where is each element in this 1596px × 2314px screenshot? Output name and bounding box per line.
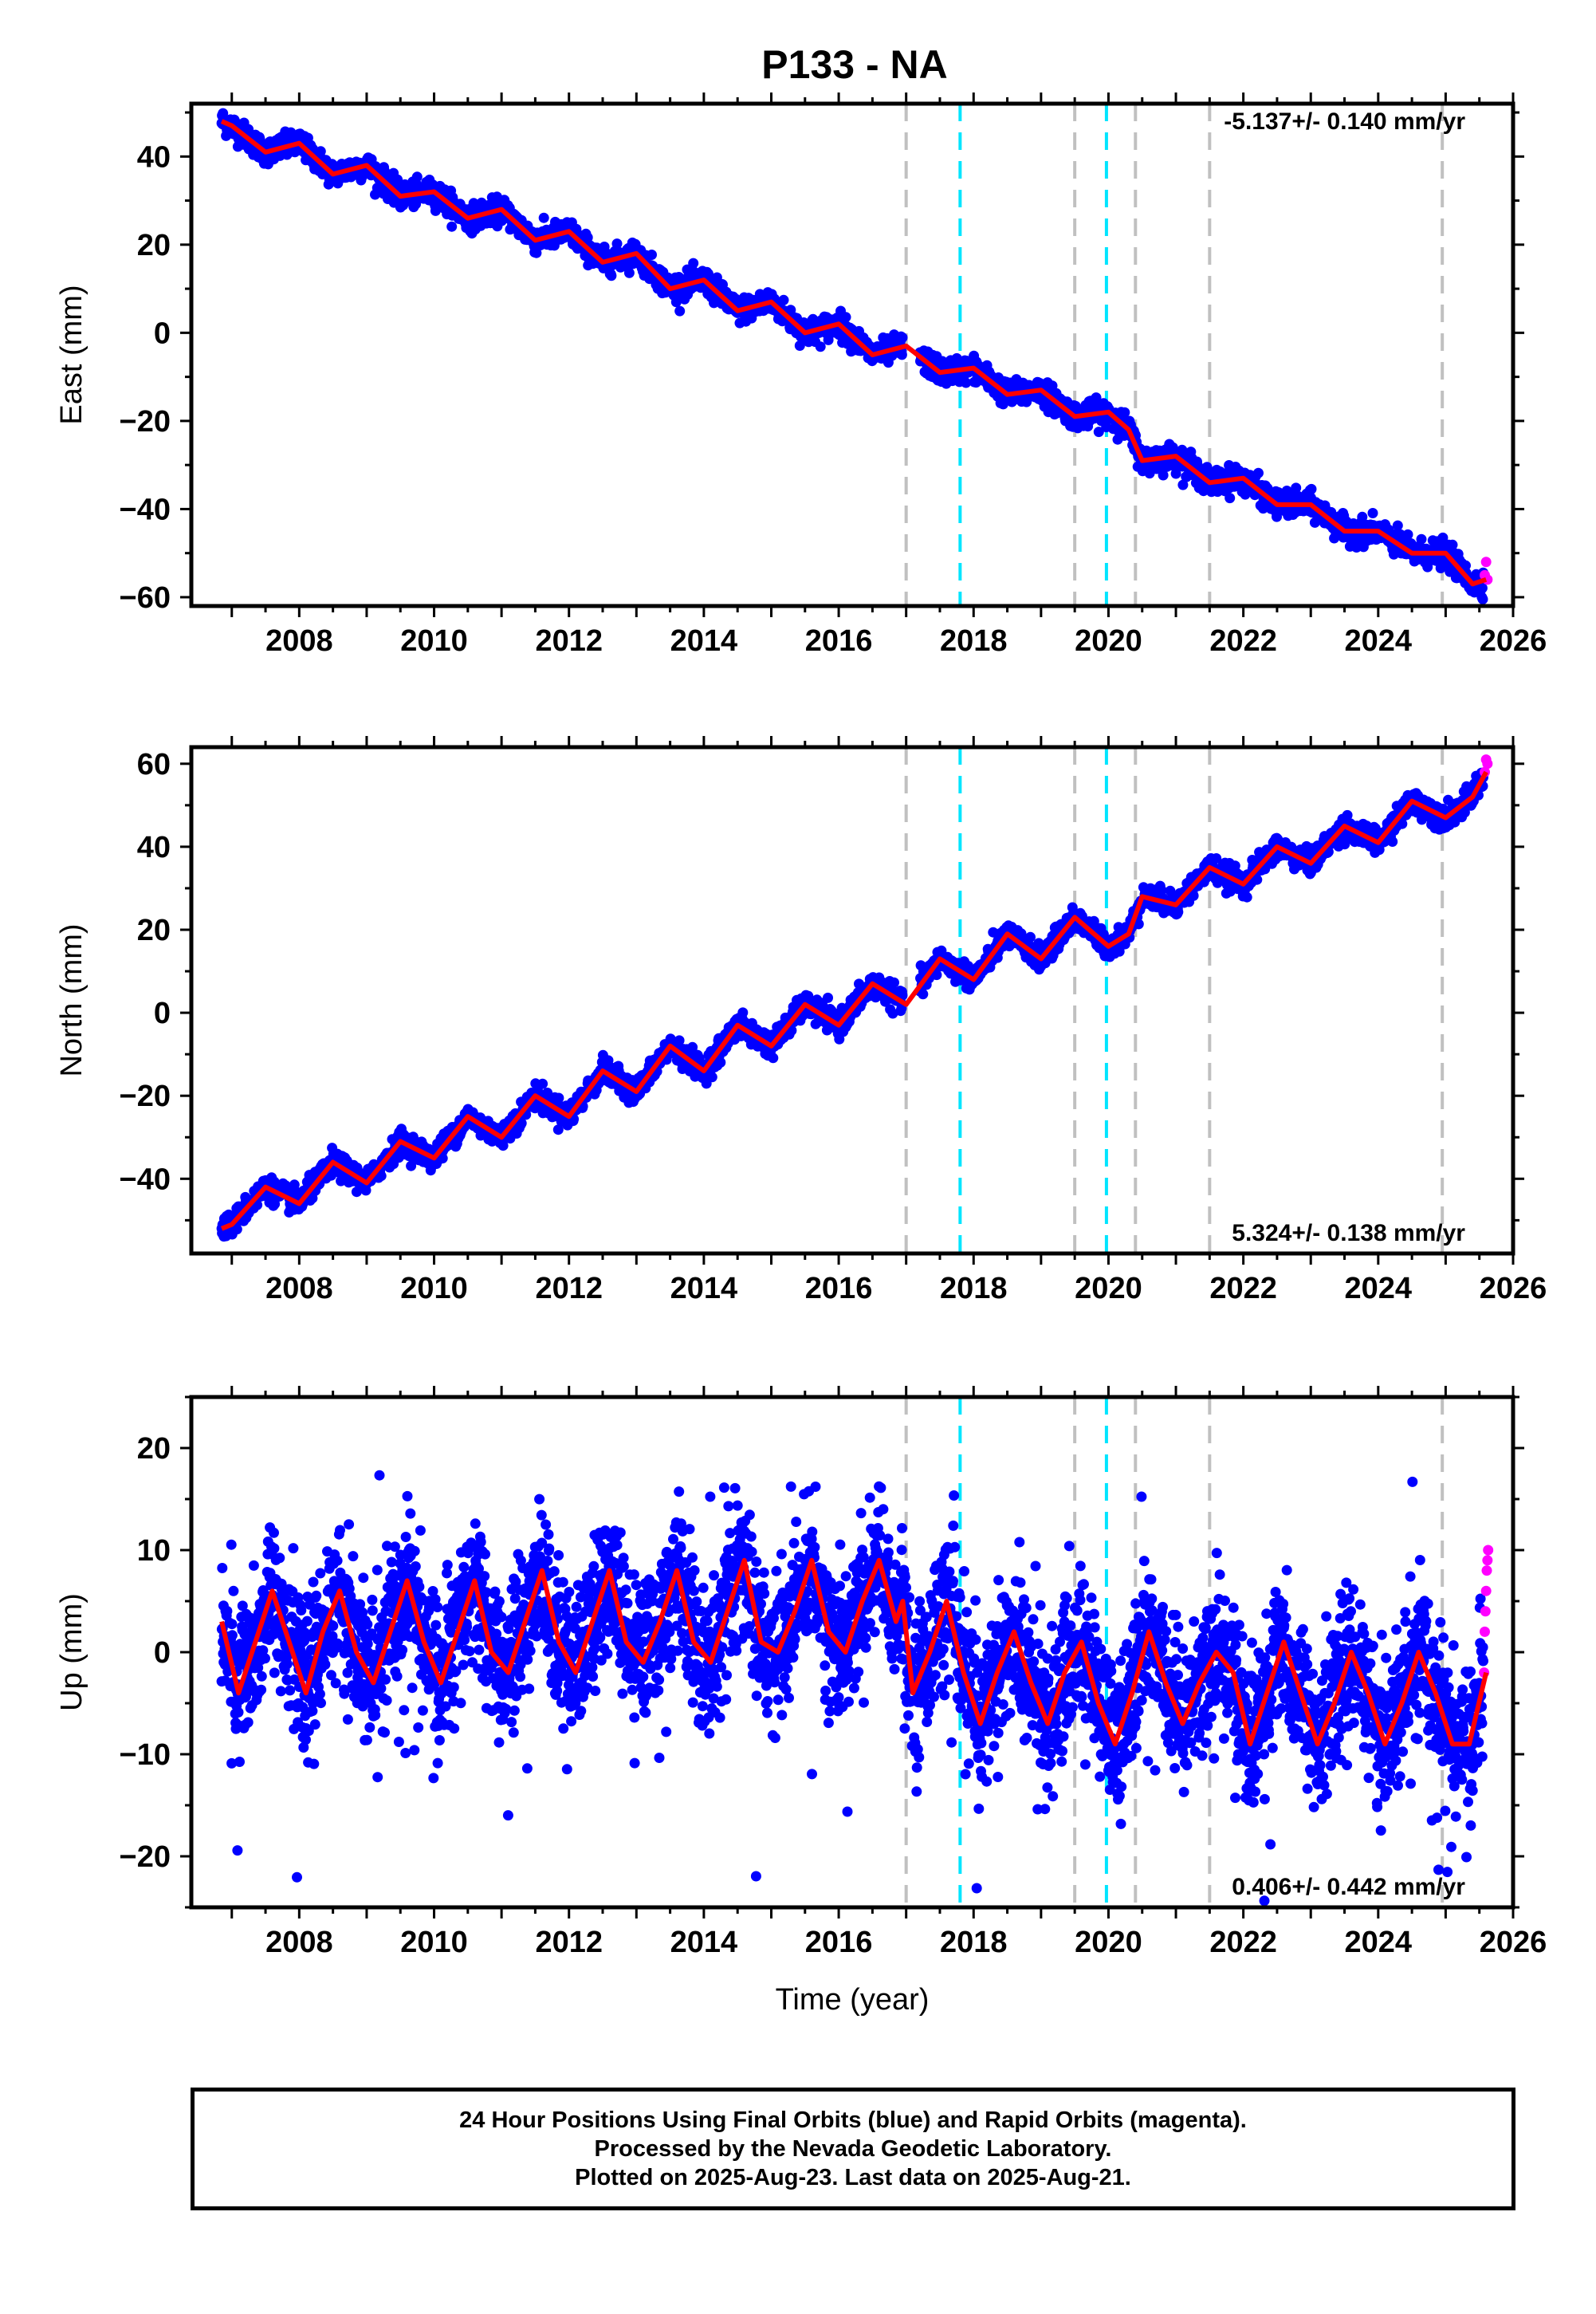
data-point xyxy=(823,992,833,1003)
x-tick-label: 2016 xyxy=(805,624,873,658)
data-point xyxy=(1047,380,1058,392)
data-point xyxy=(553,1092,564,1104)
data-point xyxy=(1093,427,1104,438)
panels-group: 2008 2010 2012 2014 2016 2018 2020 2022 2024 2026… xyxy=(55,92,1547,2017)
panel-north: 2008 2010 2012 2014 2016 2018 2020 2022 2024 2026… xyxy=(55,736,1547,1305)
x-tick-label: 2014 xyxy=(670,624,738,658)
final-orbit-points xyxy=(216,108,1488,604)
y-tick-label: −60 xyxy=(120,581,171,615)
figure-title: P133 - NA xyxy=(761,42,947,87)
data-point xyxy=(715,1057,726,1068)
data-point xyxy=(437,1153,448,1164)
data-point xyxy=(1306,483,1317,494)
y-tick-label: 0 xyxy=(154,317,171,350)
data-point xyxy=(497,1140,509,1151)
data-point xyxy=(897,332,908,343)
y-tick-label: −20 xyxy=(120,405,171,439)
data-point xyxy=(815,341,826,352)
data-point xyxy=(611,238,623,250)
data-point xyxy=(896,349,907,360)
model-fit-line xyxy=(220,119,1488,587)
data-point xyxy=(315,146,326,157)
x-tick-label: 2008 xyxy=(265,624,333,658)
data-point xyxy=(889,977,899,988)
data-point xyxy=(1402,529,1413,540)
y-tick-label: 20 xyxy=(137,229,171,262)
data-point xyxy=(231,1224,242,1235)
data-point xyxy=(411,199,422,210)
data-point xyxy=(1367,508,1378,518)
data-point xyxy=(768,1053,779,1064)
data-point xyxy=(538,212,549,223)
x-tick-label: 2018 xyxy=(940,624,1008,658)
data-point xyxy=(1476,583,1488,593)
x-tick-label: 2026 xyxy=(1480,624,1547,658)
x-tick-label: 2020 xyxy=(1075,624,1142,658)
y-axis-label: East (mm) xyxy=(55,285,88,424)
data-point xyxy=(794,340,805,351)
data-point xyxy=(1119,407,1130,418)
rapid-orbit-point xyxy=(1480,557,1492,568)
panel-east: 2008 2010 2012 2014 2016 2018 2020 2022 2024 2026… xyxy=(55,92,1547,658)
data-point xyxy=(706,1072,717,1083)
data-point xyxy=(537,1078,548,1089)
data-point xyxy=(1225,493,1236,504)
y-tick-label: 40 xyxy=(137,140,171,174)
data-point xyxy=(552,1124,564,1135)
x-tick-label: 2024 xyxy=(1345,624,1413,658)
data-point xyxy=(375,1171,387,1182)
data-point xyxy=(1253,467,1264,478)
plot-frame xyxy=(189,101,1515,608)
data-point xyxy=(1025,931,1036,943)
data-point xyxy=(737,1007,749,1018)
data-point xyxy=(647,250,657,260)
data-point xyxy=(1416,533,1427,545)
data-point xyxy=(1177,479,1189,490)
data-point xyxy=(446,221,458,232)
x-tick-label: 2010 xyxy=(400,624,468,658)
data-point xyxy=(1158,470,1169,481)
data-point xyxy=(582,232,593,243)
data-point xyxy=(531,247,542,258)
data-point xyxy=(623,267,635,278)
data-point xyxy=(1392,520,1403,531)
data-point xyxy=(1477,594,1488,604)
x-tick-label: 2012 xyxy=(535,624,603,658)
data-point xyxy=(961,377,972,388)
data-point xyxy=(516,1118,527,1129)
x-tick-label: 2022 xyxy=(1209,624,1277,658)
data-point xyxy=(606,270,617,281)
velocity-label: -5.137+/- 0.140 mm/yr xyxy=(1224,108,1465,135)
data-point xyxy=(674,305,686,317)
data-point xyxy=(778,294,789,305)
data-point xyxy=(411,171,423,183)
data-point xyxy=(1447,539,1458,550)
data-point xyxy=(840,312,851,323)
data-point xyxy=(1291,482,1302,494)
data-point xyxy=(688,258,699,269)
y-tick-label: −40 xyxy=(120,493,171,526)
